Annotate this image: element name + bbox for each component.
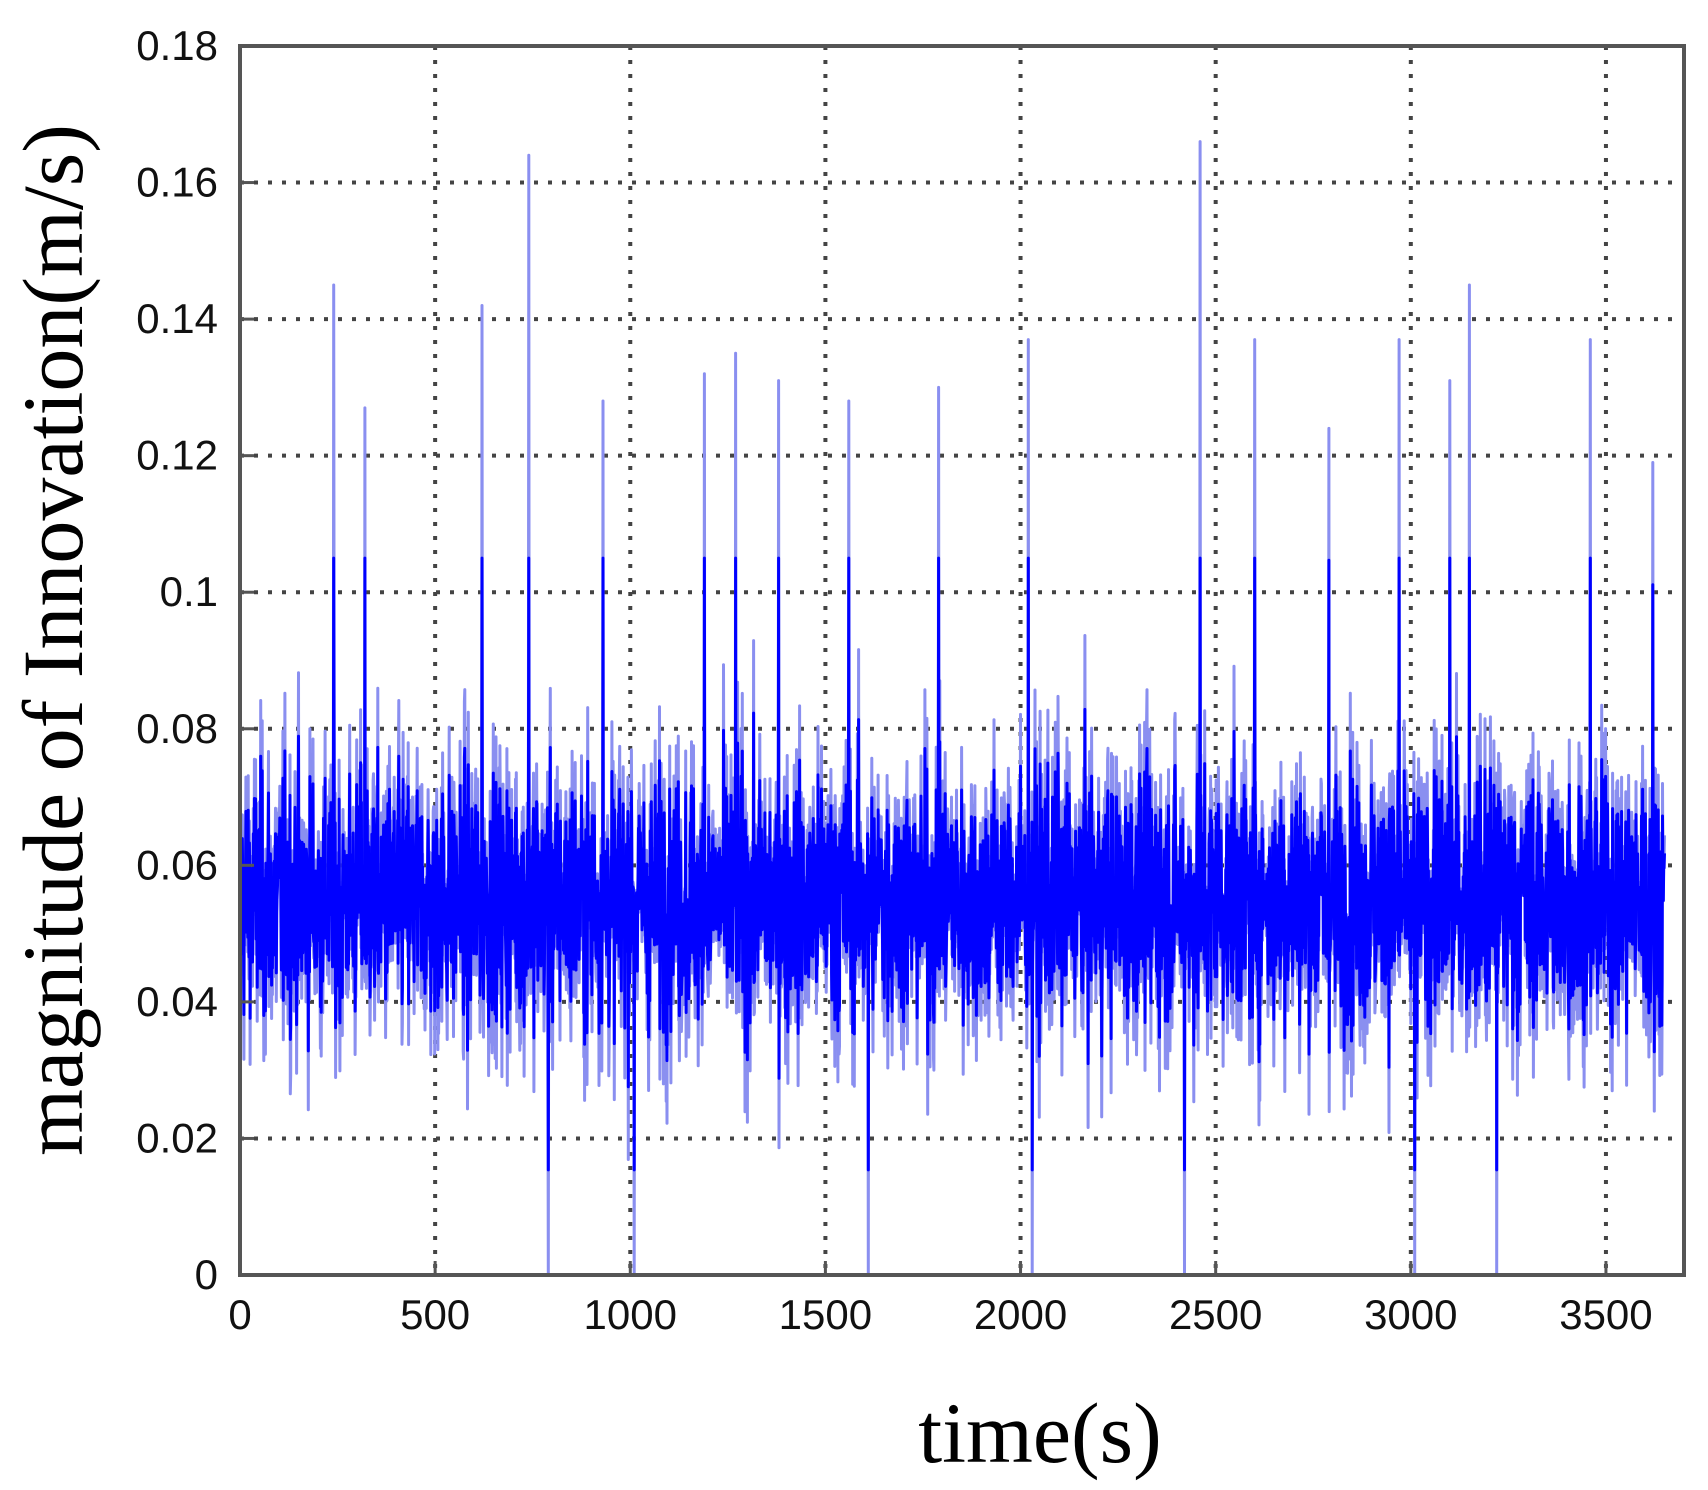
x-tick-label: 1000: [584, 1291, 677, 1338]
y-tick-label: 0.06: [136, 841, 218, 888]
x-tick-label: 3500: [1559, 1291, 1652, 1338]
y-tick-label: 0.16: [136, 159, 218, 206]
y-tick-label: 0.04: [136, 978, 218, 1025]
series-layer: [238, 100, 1666, 1277]
y-axis-label: magnitude of Innovation(m/s): [5, 124, 101, 1156]
x-tick-label: 1500: [779, 1291, 872, 1338]
grid-lines: [240, 46, 1684, 1275]
y-tick-label: 0.18: [136, 22, 218, 69]
x-axis-label: time(s): [918, 1385, 1162, 1481]
plot-frame: [238, 44, 1686, 1277]
y-tick-label: 0.12: [136, 432, 218, 479]
x-tick-labels: 0 500 1000 1500 2000 2500 3000 3500: [228, 1261, 1653, 1338]
y-tick-label: 0.1: [160, 568, 218, 615]
x-tick-label: 0: [228, 1291, 251, 1338]
axes-frame: [238, 44, 1686, 1277]
y-tick-label: 0.08: [136, 705, 218, 752]
y-tick-label: 0: [195, 1251, 218, 1298]
x-tick-label: 2000: [974, 1291, 1067, 1338]
y-tick-labels: 0 0.02 0.04 0.06 0.08 0.1 0.12 0.14 0.16 0.18: [136, 22, 254, 1298]
x-tick-label: 3000: [1364, 1291, 1457, 1338]
x-tick-label: 500: [400, 1291, 470, 1338]
y-tick-label: 0.02: [136, 1114, 218, 1161]
series-line: [238, 556, 1666, 1172]
x-tick-label: 2500: [1169, 1291, 1262, 1338]
y-tick-label: 0.14: [136, 295, 218, 342]
